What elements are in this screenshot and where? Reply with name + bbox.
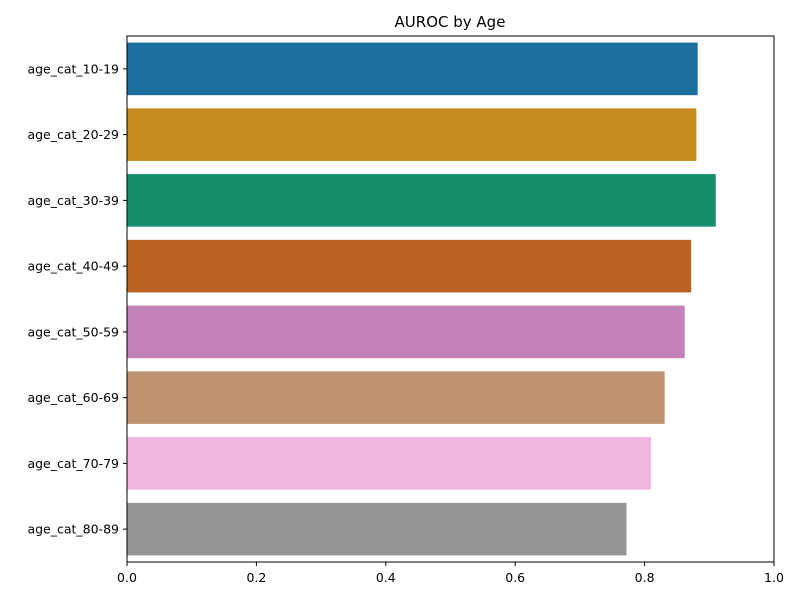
bar-age_cat_80-89 [127,502,627,556]
x-tick-label: 0.4 [376,570,396,585]
bar-age_cat_40-49 [127,239,692,293]
plot-frame [126,35,775,563]
x-tick-label: 0.6 [505,570,525,585]
x-tick-label: 1.0 [764,570,784,585]
bar-age_cat_20-29 [127,108,697,161]
y-tick-label: age_cat_20-29 [27,127,119,142]
y-tick-label: age_cat_50-59 [27,324,119,339]
bars-group [127,42,716,556]
bar-age_cat_50-59 [127,305,685,359]
x-axis: 0.0 0.2 0.4 0.6 0.8 1.0 [117,562,784,585]
bar-age_cat_10-19 [127,42,698,96]
bar-age_cat_70-79 [127,437,652,490]
y-tick-label: age_cat_80-89 [27,522,119,537]
y-tick-label: age_cat_10-19 [27,61,119,76]
chart-title: AUROC by Age [395,13,506,31]
x-tick-label: 0.2 [246,570,266,585]
x-tick-label: 0.0 [117,570,137,585]
bar-age_cat_60-69 [127,371,665,424]
x-tick-label: 0.8 [635,570,655,585]
bar-age_cat_30-39 [127,174,716,227]
y-tick-label: age_cat_30-39 [27,193,119,208]
y-tick-label: age_cat_40-49 [27,259,119,274]
y-tick-label: age_cat_60-69 [27,390,119,405]
y-tick-label: age_cat_70-79 [27,456,119,471]
y-axis: age_cat_10-19 age_cat_20-29 age_cat_30-39a… [27,61,127,537]
